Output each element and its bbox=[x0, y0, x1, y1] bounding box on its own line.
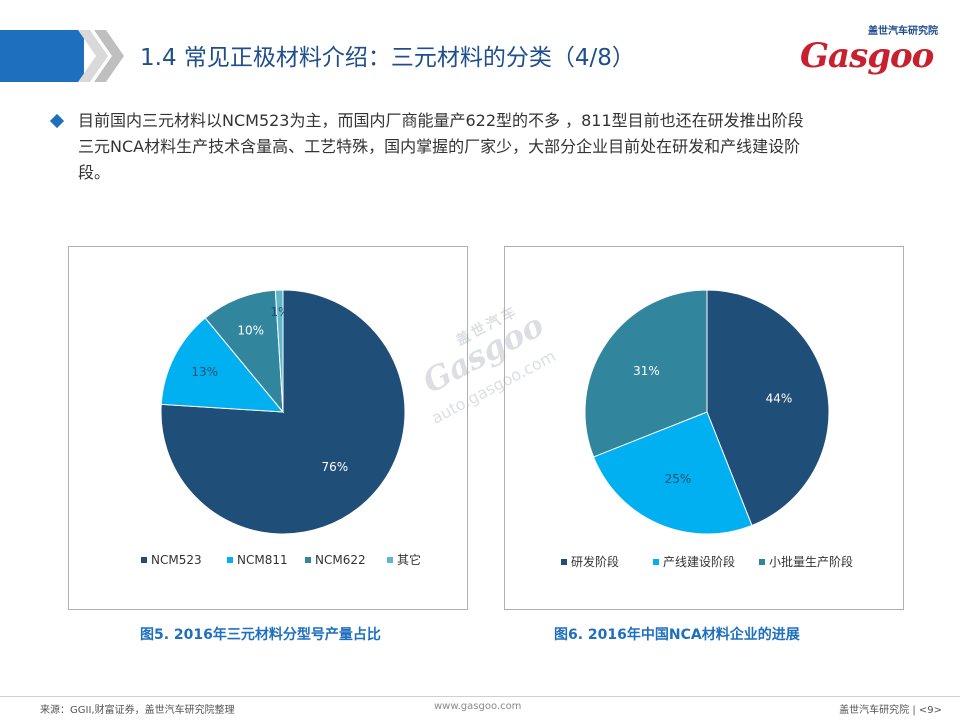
legend-swatch bbox=[561, 559, 567, 565]
pie-slice-1 bbox=[706, 289, 830, 527]
bullet-line: 段。 bbox=[78, 163, 111, 182]
legend-swatch bbox=[305, 557, 311, 563]
legend-swatch bbox=[387, 557, 393, 563]
legend-label: 小批量生产阶段 bbox=[769, 554, 853, 569]
page-title: 1.4 常见正极材料介绍：三元材料的分类（4/8） bbox=[140, 45, 635, 71]
legend-label: NCM622 bbox=[315, 553, 366, 567]
slice-data-label: 44% bbox=[766, 391, 793, 405]
footer-divider bbox=[0, 696, 960, 697]
pie-slice-3 bbox=[584, 289, 708, 458]
bullet-item: 目前国内三元材料以NCM523为主，而国内厂商能量产622型的不多 ，811型目… bbox=[48, 108, 928, 186]
brand-name-cn: 盖世汽车研究院 bbox=[868, 26, 938, 37]
legend-swatch bbox=[141, 557, 147, 563]
legend-swatch bbox=[653, 559, 659, 565]
legend-swatch bbox=[227, 557, 233, 563]
diamond-bullet-icon bbox=[49, 113, 65, 129]
brand-logo: 盖世汽车研究院 Gasgoo bbox=[790, 22, 950, 82]
slice-data-label: 25% bbox=[665, 472, 692, 486]
chart-panel-left: 76% 13% 10% 1% NCM523 NCM811 NCM622 其它 bbox=[68, 246, 468, 610]
legend-swatch bbox=[759, 559, 765, 565]
footer-source: 来源：GGII,财富证券，盖世汽车研究院整理 bbox=[40, 705, 235, 716]
legend-label: 研发阶段 bbox=[571, 554, 619, 569]
chevron-decoration-icon bbox=[78, 30, 124, 82]
pie-chart-nca-progress: 44% 25% 31% 研发阶段 产线建设阶段 小批量生产阶段 bbox=[561, 289, 853, 569]
pie-slice-3 bbox=[204, 289, 284, 414]
chart-panel-right: 44% 25% 31% 研发阶段 产线建设阶段 小批量生产阶段 bbox=[504, 246, 904, 610]
slice-data-label: 31% bbox=[633, 364, 660, 378]
pie-slice-2 bbox=[160, 317, 285, 413]
pie-slice-4 bbox=[274, 289, 284, 413]
footer-page-number: 盖世汽车研究院 | <9> bbox=[839, 705, 942, 716]
pie-chart-model-share: 76% 13% 10% 1% NCM523 NCM811 NCM622 其它 bbox=[141, 289, 421, 567]
slice-data-label: 1% bbox=[270, 305, 289, 319]
legend-label: 产线建设阶段 bbox=[663, 554, 735, 569]
pie-slice-2 bbox=[592, 411, 753, 535]
footer-url[interactable]: www.gasgoo.com bbox=[434, 701, 522, 712]
title-accent-bar bbox=[0, 30, 84, 82]
legend-label: NCM523 bbox=[151, 553, 202, 567]
bullet-line: 三元NCA材料生产技术含量高、工艺特殊，国内掌握的厂家少，大部分企业目前处在研发… bbox=[78, 137, 801, 156]
slice-data-label: 13% bbox=[191, 365, 218, 379]
legend-label: NCM811 bbox=[237, 553, 288, 567]
chart-caption-right: 图6. 2016年中国NCA材料企业的进展 bbox=[554, 627, 800, 643]
slice-data-label: 10% bbox=[237, 323, 264, 337]
slice-data-label: 76% bbox=[321, 460, 348, 474]
bullet-list: 目前国内三元材料以NCM523为主，而国内厂商能量产622型的不多 ，811型目… bbox=[48, 108, 928, 186]
bullet-line: 目前国内三元材料以NCM523为主，而国内厂商能量产622型的不多 ，811型目… bbox=[78, 111, 804, 130]
gasgoo-logo: Gasgoo bbox=[800, 36, 934, 76]
legend-label: 其它 bbox=[397, 552, 421, 567]
header: 1.4 常见正极材料介绍：三元材料的分类（4/8） 盖世汽车研究院 Gasgoo bbox=[0, 0, 960, 92]
chart-caption-left: 图5. 2016年三元材料分型号产量占比 bbox=[140, 627, 381, 643]
